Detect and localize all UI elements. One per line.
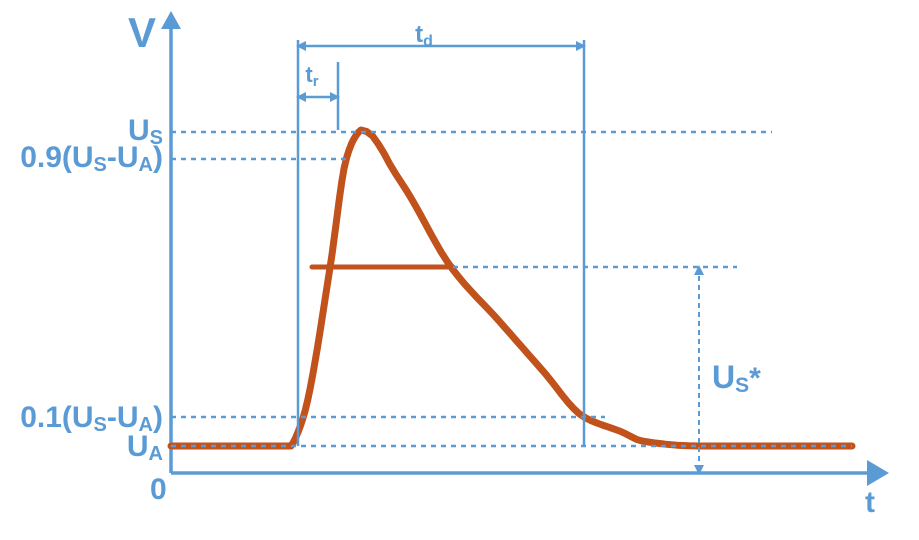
svg-text:t: t <box>865 486 875 519</box>
svg-text:UA: UA <box>127 430 163 465</box>
svg-text:td: td <box>415 21 433 50</box>
svg-text:tr: tr <box>305 62 318 90</box>
svg-text:US*: US* <box>712 359 761 397</box>
svg-text:0: 0 <box>150 473 167 506</box>
svg-text:V: V <box>128 9 156 56</box>
